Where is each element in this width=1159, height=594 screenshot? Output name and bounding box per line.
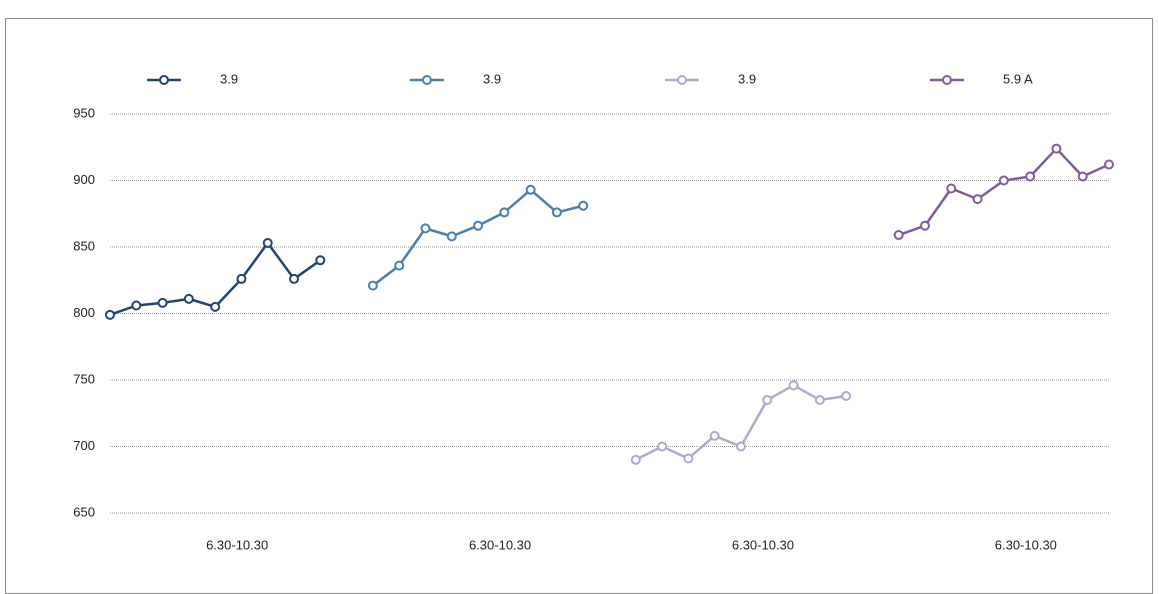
data-point (551, 207, 562, 218)
legend-marker (159, 75, 169, 85)
legend-label: 5.9 A (1003, 71, 1033, 86)
data-point (709, 430, 720, 441)
data-point (446, 231, 457, 242)
data-point (210, 301, 221, 312)
data-point (525, 184, 536, 195)
x-tick-label: 6.30-10.30 (732, 537, 794, 552)
data-point (394, 260, 405, 271)
y-tick-label: 700 (73, 438, 95, 453)
data-point (683, 453, 694, 464)
data-point (841, 390, 852, 401)
x-tick-label: 6.30-10.30 (206, 537, 268, 552)
data-point (657, 441, 668, 452)
legend-label: 3.9 (220, 71, 238, 86)
data-point (1025, 171, 1036, 182)
data-point (262, 238, 273, 249)
y-tick-label: 950 (73, 105, 95, 120)
legend-marker (422, 75, 432, 85)
data-point (157, 297, 168, 308)
data-point (762, 394, 773, 405)
data-point (420, 223, 431, 234)
chart-frame (5, 18, 1153, 594)
y-tick-label: 850 (73, 238, 95, 253)
data-point (1051, 143, 1062, 154)
y-tick-label: 900 (73, 172, 95, 187)
series-line (898, 147, 1110, 237)
legend-label: 3.9 (738, 71, 756, 86)
data-point (473, 220, 484, 231)
y-tick-label: 800 (73, 305, 95, 320)
data-point (919, 220, 930, 231)
x-tick-label: 6.30-10.30 (995, 537, 1057, 552)
data-point (630, 454, 641, 465)
data-point (1104, 159, 1114, 170)
y-tick-label: 750 (73, 371, 95, 386)
data-point (972, 194, 983, 205)
data-point (946, 183, 957, 194)
data-point (1077, 171, 1088, 182)
legend-marker (677, 75, 687, 85)
data-point (814, 394, 825, 405)
data-point (578, 200, 589, 211)
data-point (131, 300, 142, 311)
data-point (105, 309, 115, 320)
legend-label: 3.9 (483, 71, 501, 86)
data-point (367, 280, 378, 291)
x-tick-label: 6.30-10.30 (469, 537, 531, 552)
data-point (788, 380, 799, 391)
series-line (372, 188, 584, 287)
data-point (735, 441, 746, 452)
data-point (998, 175, 1009, 186)
data-point (499, 207, 510, 218)
data-point (236, 273, 247, 284)
legend-marker (942, 75, 952, 85)
data-point (893, 230, 904, 241)
y-tick-label: 650 (73, 504, 95, 519)
data-point (315, 255, 326, 266)
data-point (289, 273, 300, 284)
data-point (183, 293, 194, 304)
